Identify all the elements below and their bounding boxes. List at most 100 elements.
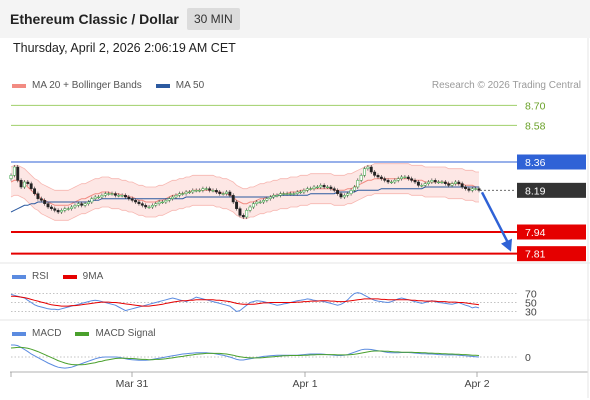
candle bbox=[110, 191, 114, 196]
candle-body bbox=[174, 195, 178, 198]
forecast-arrow-head bbox=[501, 238, 512, 252]
candle-body bbox=[117, 195, 121, 197]
candle bbox=[457, 180, 461, 186]
candle bbox=[157, 200, 161, 206]
candle-body bbox=[177, 193, 181, 196]
candle-body bbox=[204, 188, 208, 190]
candle-body bbox=[83, 203, 87, 206]
candle bbox=[113, 191, 117, 198]
timeframe-badge[interactable]: 30 MIN bbox=[187, 8, 240, 30]
candle-body bbox=[73, 205, 77, 208]
candle bbox=[406, 175, 410, 181]
candle bbox=[238, 206, 242, 218]
candle bbox=[363, 166, 366, 178]
rsi-line bbox=[10, 292, 480, 313]
candle bbox=[117, 193, 121, 198]
resistance-1-label: 8.58 bbox=[525, 120, 546, 132]
candle-body bbox=[53, 208, 57, 211]
candle-body bbox=[289, 193, 292, 195]
ma50-swatch bbox=[155, 83, 170, 88]
candle-body bbox=[474, 188, 478, 190]
candle bbox=[211, 188, 215, 193]
candle bbox=[9, 173, 13, 181]
candle-body bbox=[413, 180, 417, 183]
candle bbox=[70, 205, 74, 211]
candle bbox=[342, 193, 346, 199]
candle bbox=[127, 195, 131, 201]
candle-body bbox=[319, 185, 323, 188]
candle bbox=[386, 178, 390, 184]
current-price-tag bbox=[517, 182, 586, 198]
level-labels-layer: 8.70 8.58 8.36 8.19 7.94 7.81 bbox=[517, 100, 586, 262]
candle-body bbox=[430, 180, 434, 183]
candle-body bbox=[336, 190, 340, 194]
candle bbox=[181, 191, 185, 196]
candle-body bbox=[282, 193, 286, 195]
candle bbox=[46, 201, 50, 209]
macd-pane: 0 bbox=[10, 344, 531, 369]
candle bbox=[282, 191, 286, 196]
candle bbox=[12, 165, 16, 178]
candle bbox=[16, 165, 20, 183]
x-axis: Mar 31 Apr 1 Apr 2 bbox=[0, 38, 590, 398]
candle-body bbox=[339, 193, 343, 198]
candle bbox=[383, 176, 387, 183]
candle-body bbox=[241, 215, 245, 218]
candle-body bbox=[150, 205, 154, 208]
candle bbox=[285, 191, 289, 196]
candle-body bbox=[379, 176, 383, 179]
candle bbox=[29, 181, 33, 191]
price-legend: MA 20 + Bollinger Bands MA 50 bbox=[12, 80, 204, 91]
candle-body bbox=[80, 203, 84, 206]
candle bbox=[255, 200, 259, 206]
candle bbox=[140, 201, 144, 208]
candle bbox=[332, 186, 336, 193]
candle-body bbox=[90, 198, 94, 203]
candle bbox=[292, 191, 296, 196]
level-lines-layer bbox=[11, 104, 517, 255]
candle-body bbox=[76, 203, 80, 206]
candle-body bbox=[477, 188, 481, 191]
candle bbox=[349, 188, 353, 196]
candle-body bbox=[258, 201, 262, 204]
candle bbox=[305, 186, 309, 193]
rsi-swatch bbox=[12, 274, 26, 279]
macd-signal-line bbox=[10, 346, 480, 366]
candle bbox=[26, 180, 30, 186]
candle-body bbox=[107, 193, 111, 195]
candle bbox=[262, 198, 265, 204]
rsi-legend-label: RSI bbox=[32, 271, 49, 282]
candle-body bbox=[33, 188, 37, 194]
candle bbox=[137, 200, 141, 206]
ma50-legend-label: MA 50 bbox=[175, 80, 205, 91]
candle bbox=[33, 186, 37, 196]
candle-body bbox=[171, 196, 175, 199]
pivot-tag bbox=[517, 154, 586, 170]
candle-body bbox=[218, 191, 222, 194]
candle-body bbox=[447, 183, 451, 186]
candle-body bbox=[299, 191, 303, 194]
x-tick-label: Mar 31 bbox=[116, 378, 149, 390]
candle-body bbox=[396, 178, 400, 181]
candle bbox=[208, 186, 212, 193]
candle-body bbox=[60, 210, 63, 213]
candle-body bbox=[315, 186, 319, 189]
candle bbox=[379, 175, 383, 181]
candle-body bbox=[66, 208, 70, 210]
candle bbox=[453, 180, 457, 186]
candle-body bbox=[349, 190, 353, 194]
candle-body bbox=[420, 185, 424, 187]
macd-legend: MACD MACD Signal bbox=[12, 328, 155, 339]
forecast-layer bbox=[480, 191, 512, 252]
candle-body bbox=[356, 180, 360, 188]
candle-body bbox=[110, 193, 114, 195]
candle bbox=[171, 195, 175, 201]
candle-body bbox=[130, 198, 134, 201]
candle bbox=[410, 176, 414, 183]
candle bbox=[427, 180, 430, 186]
candle bbox=[19, 178, 23, 189]
candle-body bbox=[29, 183, 33, 189]
ma50-line bbox=[10, 186, 479, 213]
candle-body bbox=[144, 205, 148, 208]
